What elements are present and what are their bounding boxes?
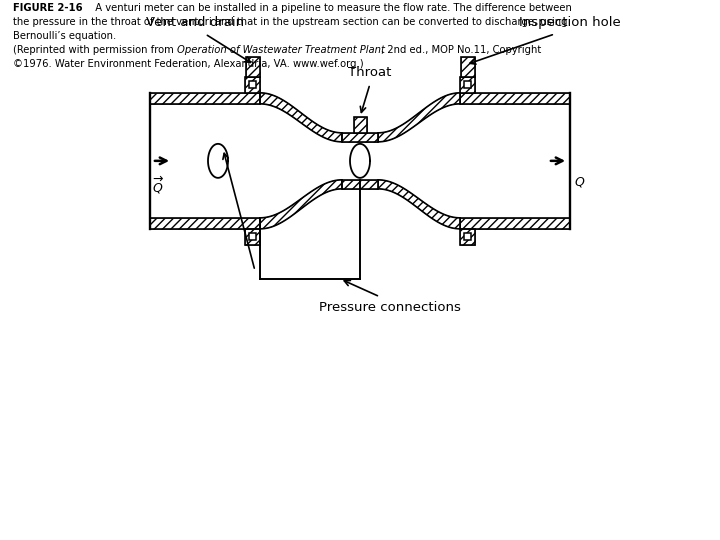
Text: PEARSON: PEARSON <box>623 495 719 512</box>
Polygon shape <box>354 117 366 133</box>
Bar <box>464 233 471 240</box>
Text: A venturi meter can be installed in a pipeline to measure the flow rate. The dif: A venturi meter can be installed in a pi… <box>89 3 572 14</box>
Text: Bernoulli’s equation.: Bernoulli’s equation. <box>13 31 116 42</box>
Polygon shape <box>460 218 570 229</box>
Text: FIGURE 2-16: FIGURE 2-16 <box>13 3 83 14</box>
Polygon shape <box>461 57 474 77</box>
Text: Basic Environmental Technology, Sixth Edition: Basic Environmental Technology, Sixth Ed… <box>184 490 392 500</box>
Text: $Q$: $Q$ <box>574 175 585 189</box>
Text: ©1976. Water Environment Federation, Alexandria, VA. www.wef.org.): ©1976. Water Environment Federation, Ale… <box>13 59 364 70</box>
Bar <box>464 82 471 89</box>
Polygon shape <box>150 218 260 229</box>
Polygon shape <box>378 180 460 229</box>
Text: (Reprinted with permission from: (Reprinted with permission from <box>13 45 177 56</box>
Polygon shape <box>460 229 475 245</box>
Text: Copyright © 2015 by Pearson Education, Inc: Copyright © 2015 by Pearson Education, I… <box>407 490 608 500</box>
Text: Inspection hole: Inspection hole <box>519 16 621 29</box>
Text: the pressure in the throat of the venturi and that in the upstream section can b: the pressure in the throat of the ventur… <box>13 17 567 28</box>
Polygon shape <box>378 93 460 142</box>
Polygon shape <box>460 93 570 104</box>
Polygon shape <box>260 93 342 142</box>
Polygon shape <box>342 133 378 142</box>
Polygon shape <box>342 180 378 189</box>
Polygon shape <box>150 93 260 104</box>
Text: Throat: Throat <box>348 66 392 79</box>
Text: , 2nd ed., MOP No.11, Copyright: , 2nd ed., MOP No.11, Copyright <box>381 45 541 56</box>
Bar <box>249 82 256 89</box>
Text: $\overrightarrow{Q}$: $\overrightarrow{Q}$ <box>152 175 165 196</box>
Text: Vent and drain: Vent and drain <box>146 16 244 29</box>
Bar <box>249 233 256 240</box>
Text: Pressure connections: Pressure connections <box>319 301 461 314</box>
Text: Jerry A. Nathanson | Richard A. Schneider: Jerry A. Nathanson | Richard A. Schneide… <box>184 519 372 529</box>
Text: Operation of Wastewater Treatment Plant: Operation of Wastewater Treatment Plant <box>177 45 385 56</box>
Polygon shape <box>246 57 259 77</box>
Polygon shape <box>460 77 475 93</box>
Polygon shape <box>245 77 260 93</box>
Text: All Rights Reserved: All Rights Reserved <box>407 519 495 529</box>
Polygon shape <box>245 229 260 245</box>
Polygon shape <box>260 180 342 229</box>
Text: ALWAYS LEARNING: ALWAYS LEARNING <box>4 497 144 510</box>
